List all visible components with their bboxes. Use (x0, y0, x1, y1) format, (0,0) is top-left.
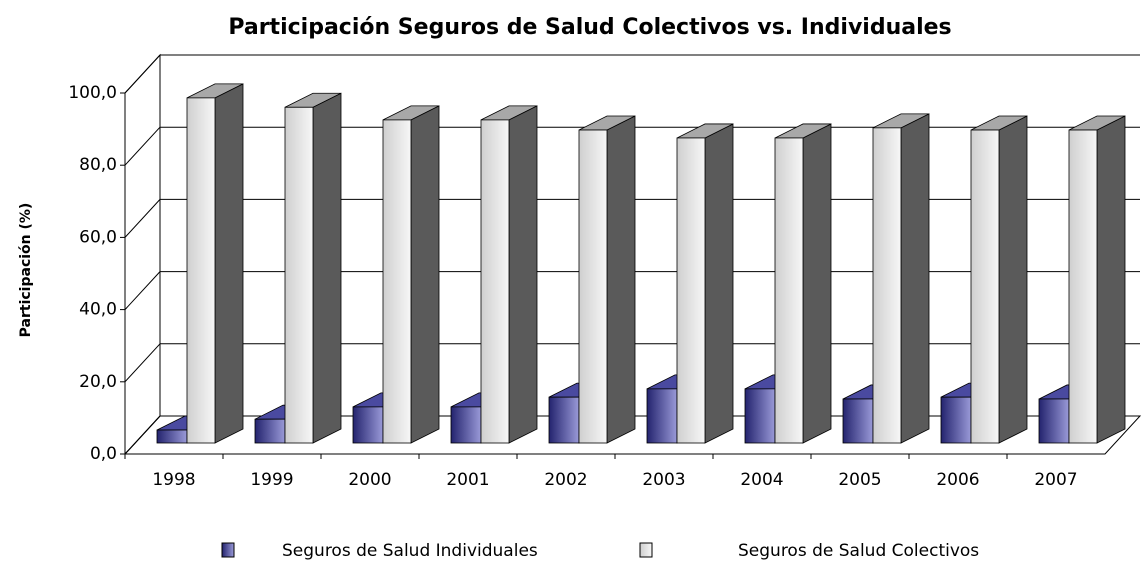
bar (1068, 115, 1126, 444)
bar-side (312, 92, 342, 444)
grid-line (124, 271, 161, 310)
y-tick-label: 80,0 (79, 155, 117, 175)
bar (872, 113, 930, 444)
bar-front (284, 106, 314, 444)
bar-front (548, 396, 580, 444)
y-axis-label: Participación (%) (18, 203, 34, 338)
bar-side (900, 113, 930, 444)
x-tick-label: 2004 (740, 470, 783, 490)
back-wall (124, 53, 161, 456)
bar-front (382, 119, 412, 444)
legend-swatch (221, 542, 235, 558)
x-tick-label: 2006 (936, 470, 979, 490)
bar-side (1096, 115, 1126, 444)
legend-swatch (639, 542, 653, 558)
x-tick-label: 1998 (152, 470, 195, 490)
chart-title: Participación Seguros de Salud Colectivo… (228, 15, 951, 40)
bar-front (450, 406, 482, 444)
grid-line (124, 343, 161, 383)
bar (480, 105, 538, 444)
bar (774, 123, 832, 444)
bar-side (704, 123, 734, 444)
x-tick-label: 2000 (348, 470, 391, 490)
bar-front (578, 129, 608, 444)
bar (186, 83, 244, 444)
grid-line (124, 54, 161, 94)
bar-front (676, 137, 706, 444)
legend-label: Seguros de Salud Colectivos (738, 541, 979, 561)
x-tick-label: 2002 (544, 470, 587, 490)
y-tick-label: 0,0 (90, 444, 117, 464)
bar-front (1038, 398, 1070, 444)
x-tick-label: 2005 (838, 470, 881, 490)
x-tick-label: 2001 (446, 470, 489, 490)
grid-line (124, 415, 161, 455)
bar-front (970, 129, 1000, 444)
bar-front (842, 398, 874, 444)
bar-front (774, 137, 804, 444)
bar-front (1068, 129, 1098, 444)
bar-side (214, 83, 244, 444)
bar (284, 92, 342, 444)
bar (578, 115, 636, 444)
grid-line (124, 199, 161, 238)
bar-side (998, 115, 1028, 444)
x-tick-label: 1999 (250, 470, 293, 490)
bar (676, 123, 734, 444)
y-tick-label: 60,0 (79, 227, 117, 247)
bar-front (744, 388, 776, 444)
y-tick-label: 40,0 (79, 300, 117, 320)
bar-front (156, 429, 188, 444)
bar-side (606, 115, 636, 444)
x-tick-label: 2003 (642, 470, 685, 490)
bar (970, 115, 1028, 444)
x-tick-label: 2007 (1034, 470, 1077, 490)
bar-front (646, 388, 678, 444)
bar-front (186, 97, 216, 444)
bar-side (802, 123, 832, 444)
bar-side (410, 105, 440, 444)
bar-side (508, 105, 538, 444)
bar (382, 105, 440, 444)
bar-front (254, 418, 286, 444)
bar-front (940, 396, 972, 444)
y-tick-label: 20,0 (79, 372, 117, 392)
bar-front (480, 119, 510, 444)
legend-label: Seguros de Salud Individuales (282, 541, 538, 561)
bar-front (872, 127, 902, 444)
y-tick-label: 100,0 (68, 83, 117, 103)
bar-front (352, 406, 384, 444)
grid-line (124, 126, 161, 166)
